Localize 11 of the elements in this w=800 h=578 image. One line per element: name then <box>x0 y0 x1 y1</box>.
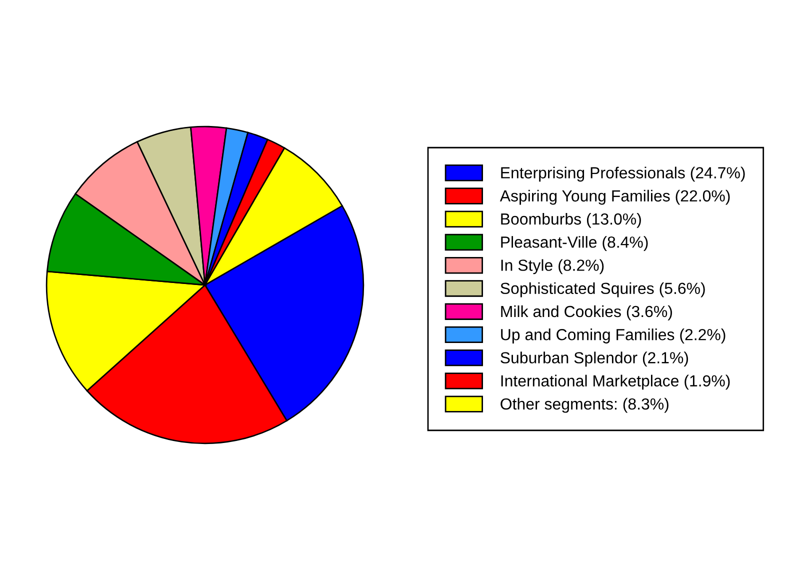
legend-label: Pleasant-Ville (8.4%) <box>501 236 648 251</box>
legend-label: Other segments: (8.3%) <box>500 398 668 413</box>
legend-label: In Style (8.2%) <box>501 259 604 274</box>
legend-label: Aspiring Young Families (22.0%) <box>500 190 730 205</box>
legend-label: Boomburbs (13.0%) <box>501 212 641 228</box>
legend-label: Suburban Splendor (2.1%) <box>500 352 688 367</box>
legend-label: Sophisticated Squires (5.6%) <box>500 282 705 298</box>
legend-label: International Marketplace (1.9%) <box>501 374 730 390</box>
legend-label: Enterprising Professionals (24.7%) <box>501 166 745 182</box>
legend-label: Milk and Cookies (3.6%) <box>501 305 672 320</box>
legend-label: Up and Coming Families (2.2%) <box>501 328 726 344</box>
